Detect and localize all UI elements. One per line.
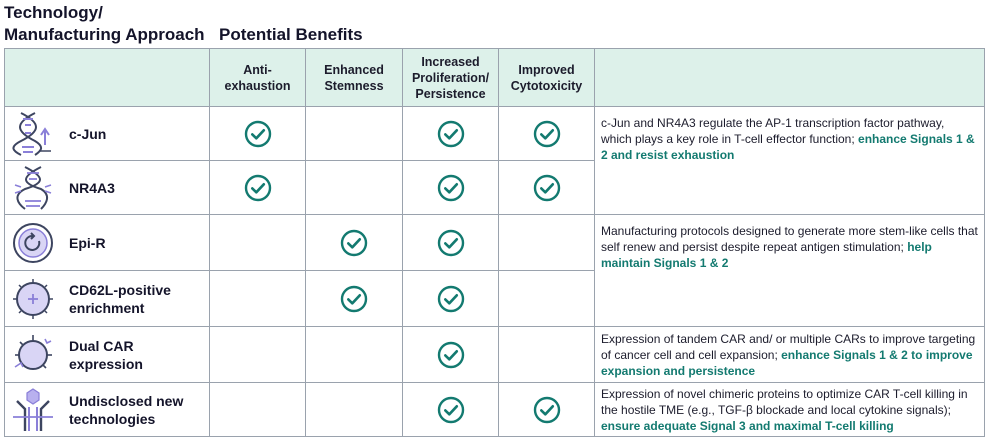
description-highlight: ensure adequate Signal 3 and maximal T-c…: [601, 418, 894, 433]
check-icon: [437, 285, 465, 313]
empty-cell: [209, 326, 306, 383]
description-text: Expression of tandem CAR and/ or multipl…: [601, 331, 976, 362]
check-cell: [305, 270, 403, 327]
row-name-cell: Undisclosed new technologies: [4, 382, 210, 437]
header-blank: [4, 48, 210, 107]
header-proliferation: Increased Proliferation/ Persistence: [402, 48, 499, 107]
check-icon: [340, 229, 368, 257]
column-header-technology: Technology/ Manufacturing Approach: [4, 3, 205, 44]
empty-cell: [209, 270, 306, 327]
empty-cell: [498, 326, 595, 383]
check-cell: [402, 382, 499, 437]
description-cell: c-Jun and NR4A3 regulate the AP-1 transc…: [594, 106, 985, 215]
dna-burst-icon: [5, 165, 61, 211]
description-highlight: help maintain Signals 1 & 2: [601, 240, 932, 270]
check-icon: [533, 174, 561, 202]
cell-circular-arrow-icon: [5, 221, 61, 265]
row-name: Dual CAR expression: [69, 337, 143, 372]
check-cell: [498, 106, 595, 161]
table-header-row: Anti-exhaustion Enhanced Stemness Increa…: [4, 48, 985, 107]
header-cytotoxicity: Improved Cytotoxicity: [498, 48, 595, 107]
table-row: CD62L-positive enrichment: [4, 270, 985, 327]
table-row: c-Jun c-Jun and NR4A3 regulate the AP-1 …: [4, 106, 985, 215]
description-text: Expression of novel chimeric proteins to…: [601, 386, 968, 417]
check-cell: [209, 160, 306, 215]
check-icon: [437, 120, 465, 148]
receptor-hexagon-icon: [5, 387, 61, 433]
row-name: Epi-R: [69, 234, 106, 251]
check-icon: [340, 285, 368, 313]
check-icon: [244, 120, 272, 148]
check-icon: [437, 341, 465, 369]
check-cell: [209, 106, 306, 161]
empty-cell: [305, 106, 403, 161]
description-highlight: enhance Signals 1 & 2 and resist exhaust…: [601, 132, 975, 162]
description-text: c-Jun and NR4A3 regulate the AP-1 transc…: [601, 116, 945, 146]
check-icon: [533, 396, 561, 424]
check-cell: [402, 214, 499, 271]
empty-cell: [305, 160, 403, 215]
description-text: Manufacturing protocols designed to gene…: [601, 224, 978, 254]
header-stemness: Enhanced Stemness: [305, 48, 403, 107]
check-cell: [498, 382, 595, 437]
table-row: Undisclosed new technologies Expression …: [4, 382, 985, 437]
row-name-cell: Epi-R: [4, 214, 210, 271]
empty-cell: [209, 214, 306, 271]
empty-cell: [498, 214, 595, 271]
empty-cell: [209, 382, 306, 437]
dna-up-arrow-icon: [5, 111, 61, 157]
check-icon: [437, 229, 465, 257]
table-row: Epi-R Manufacturing protocols designed t…: [4, 214, 985, 327]
check-cell: [498, 160, 595, 215]
table-row: Dual CAR expression Expression of tandem…: [4, 326, 985, 383]
benefits-table: Anti-exhaustion Enhanced Stemness Increa…: [4, 48, 985, 437]
check-icon: [533, 120, 561, 148]
check-cell: [305, 214, 403, 271]
check-icon: [244, 174, 272, 202]
check-cell: [402, 270, 499, 327]
row-name: CD62L-positive enrichment: [69, 281, 171, 316]
header-anti-exhaustion: Anti-exhaustion: [209, 48, 306, 107]
column-header-benefits: Potential Benefits: [219, 25, 363, 44]
row-name-cell: CD62L-positive enrichment: [4, 270, 210, 327]
header-description: [594, 48, 985, 107]
row-name: c-Jun: [69, 125, 107, 142]
check-cell: [402, 160, 499, 215]
description-cell: Manufacturing protocols designed to gene…: [594, 214, 985, 327]
table-row: NR4A3: [4, 160, 985, 215]
check-cell: [402, 326, 499, 383]
description-cell: Expression of tandem CAR and/ or multipl…: [594, 326, 985, 383]
check-icon: [437, 174, 465, 202]
description-cell: Expression of novel chimeric proteins to…: [594, 382, 985, 437]
row-name: Undisclosed new technologies: [69, 392, 184, 427]
check-cell: [402, 106, 499, 161]
empty-cell: [305, 326, 403, 383]
cell-plus-icon: [5, 277, 61, 321]
empty-cell: [305, 382, 403, 437]
row-name-cell: c-Jun: [4, 106, 210, 161]
check-icon: [437, 396, 465, 424]
row-name-cell: Dual CAR expression: [4, 326, 210, 383]
description-highlight: enhance Signals 1 & 2 to improve expansi…: [601, 347, 973, 378]
cell-receptors-icon: [5, 333, 61, 377]
row-name: NR4A3: [69, 179, 115, 196]
empty-cell: [498, 270, 595, 327]
row-name-cell: NR4A3: [4, 160, 210, 215]
